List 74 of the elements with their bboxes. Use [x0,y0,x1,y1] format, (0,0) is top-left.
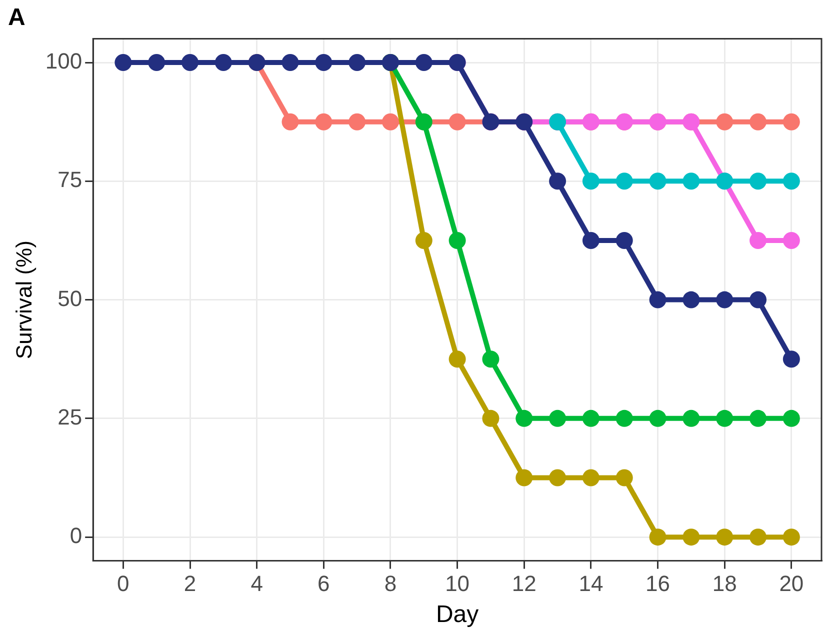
point [315,54,332,72]
point [549,410,566,427]
point [214,54,232,72]
point [782,172,800,190]
point [682,291,700,308]
point [448,113,466,130]
point [415,232,432,249]
point [649,410,666,427]
y-tick-label: 50 [58,286,82,311]
point [549,469,566,486]
point [750,528,767,546]
point [750,410,767,427]
point [782,350,800,368]
point [616,410,633,427]
point [649,291,666,308]
chart-title: A [8,4,26,32]
point [750,232,767,249]
x-tick-label: 6 [318,571,330,596]
point [716,291,734,308]
point [649,528,666,546]
point [448,232,466,249]
point [782,113,800,130]
point [682,528,700,546]
point [616,469,633,486]
x-tick-label: 16 [646,571,670,596]
x-tick-label: 14 [578,571,604,596]
point [148,54,166,72]
point [516,469,533,486]
y-tick-label: 0 [70,523,82,548]
y-tick-label: 75 [58,167,82,192]
y-axis-title: Survival (%) [11,240,36,360]
point [582,410,600,427]
x-tick-label: 12 [512,571,536,596]
point [616,232,633,249]
point [448,350,466,368]
y-tick-label: 25 [58,404,82,430]
point [315,113,332,130]
point [782,410,800,427]
point [782,528,800,546]
x-tick-label: 18 [712,571,737,596]
point [282,113,299,130]
point [482,410,500,427]
point [649,172,666,190]
point [415,54,432,72]
x-axis-title: Day [436,601,479,628]
x-tick-label: 2 [184,571,196,596]
y-tick-label: 100 [45,48,82,74]
point [750,113,767,130]
point [750,291,767,308]
point [516,410,533,427]
x-tick-label: 0 [117,571,130,596]
point [750,172,767,190]
point [382,113,399,130]
point [582,469,600,486]
x-tick-label: 10 [445,571,470,596]
point [482,350,500,368]
point [716,410,734,427]
point [182,54,199,72]
point [549,172,566,190]
x-tick-label: 20 [779,571,804,596]
x-tick-label: 8 [384,571,397,596]
x-tick-label: 4 [250,571,263,596]
point [348,54,366,72]
point [716,528,734,546]
point [582,172,600,190]
point [716,113,734,130]
point [282,54,299,72]
point [682,410,700,427]
point [348,113,366,130]
point [582,232,600,249]
point [782,232,800,249]
point [682,172,700,190]
point [114,54,132,72]
point [616,172,633,190]
